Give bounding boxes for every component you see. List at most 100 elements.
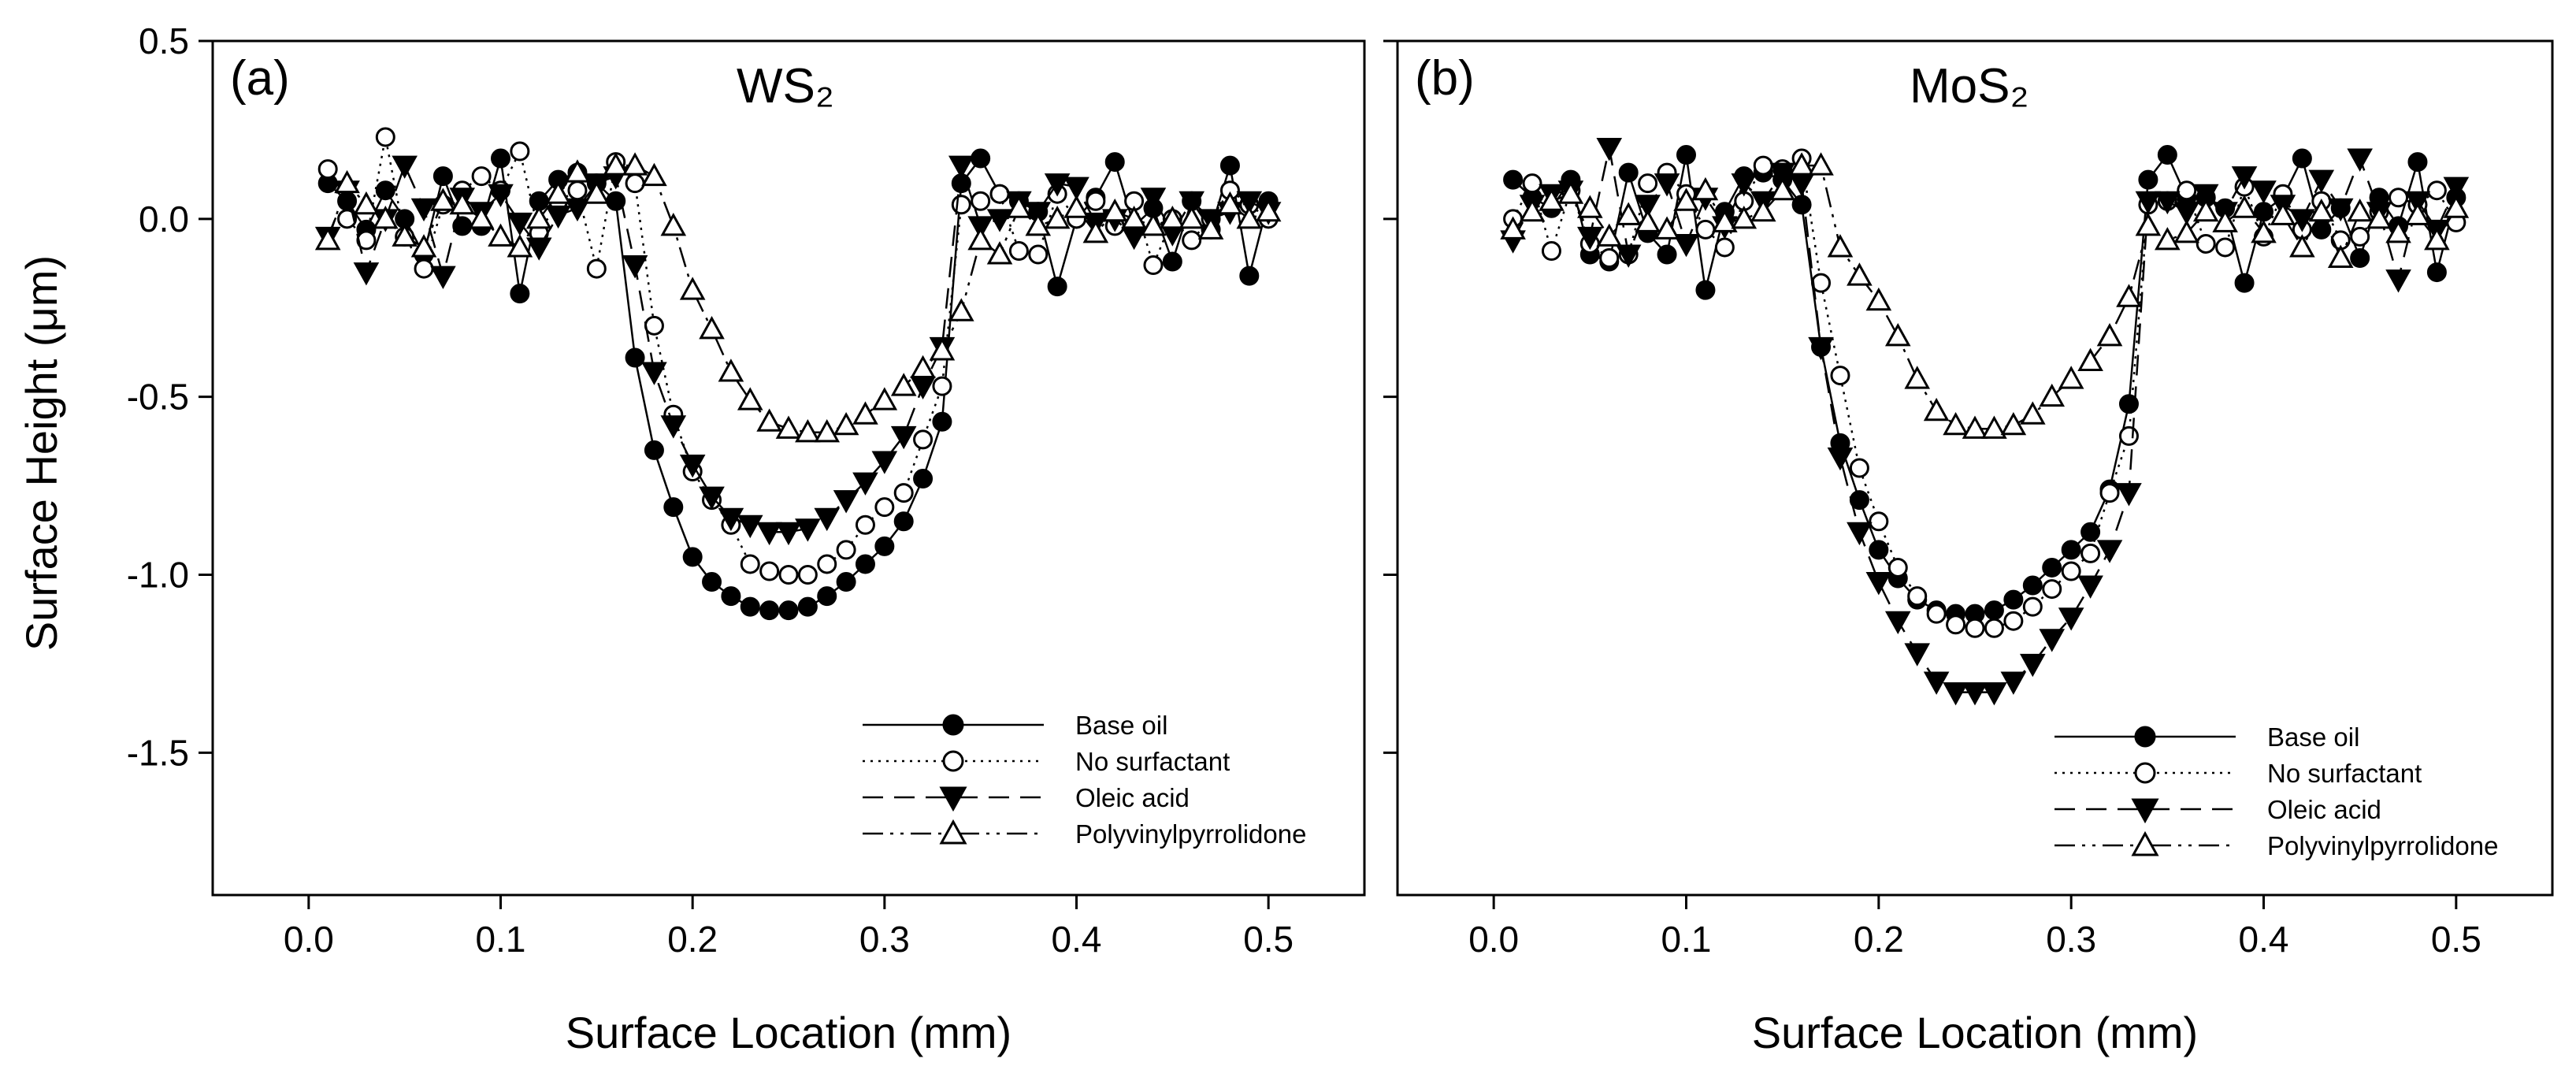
y-tick-label: -1.5 (127, 732, 189, 773)
data-point (2061, 540, 2081, 560)
data-point (1904, 643, 1930, 667)
data-point (1635, 195, 1661, 218)
data-point (913, 429, 934, 450)
data-point (1847, 262, 1873, 286)
data-point (836, 540, 856, 560)
data-point (1943, 682, 1969, 706)
data-point (2443, 195, 2470, 218)
data-point (1712, 209, 1738, 232)
data-point (491, 148, 510, 169)
data-point (948, 298, 974, 321)
data-point (449, 191, 476, 215)
x-tick-label: 0.2 (1854, 919, 1904, 960)
data-point (2289, 234, 2315, 258)
data-point (567, 180, 588, 201)
data-point (373, 205, 399, 229)
panel-title-b: MoS₂ (1910, 59, 2029, 113)
data-point (1160, 205, 1186, 229)
data-point (775, 522, 802, 546)
data-point (1811, 273, 1832, 293)
series-open-triangle-up-a (314, 152, 1282, 443)
legend-a: Base oil No surfactant Oleic acid Polyvinyl… (863, 711, 1306, 849)
data-point (2022, 575, 2043, 596)
data-point (2308, 198, 2335, 222)
y-tick-label: 0.5 (139, 20, 189, 61)
data-point (756, 408, 782, 432)
data-point (507, 234, 533, 258)
data-point (718, 507, 744, 532)
data-point (2000, 671, 2027, 695)
legend-label: Polyvinylpyrrolidone (2267, 831, 2498, 860)
data-point (584, 180, 610, 204)
data-point (2231, 195, 2258, 218)
data-point (1596, 223, 1623, 247)
data-point (1943, 411, 1969, 436)
panel-label-a: (a) (230, 51, 290, 106)
data-point (2077, 347, 2103, 371)
data-point (1907, 586, 1928, 607)
data-point (1714, 237, 1735, 258)
data-point (890, 425, 917, 450)
data-point (2270, 202, 2296, 225)
legend-label: No surfactant (2267, 759, 2422, 788)
data-point (625, 173, 645, 194)
data-point (2385, 269, 2411, 293)
data-point (1981, 682, 2007, 706)
data-point (1121, 226, 1147, 251)
legend-marker (2131, 798, 2159, 824)
data-point (890, 373, 917, 396)
data-point (375, 180, 395, 201)
x-tick-label: 0.0 (1468, 919, 1519, 960)
data-point (1500, 216, 1526, 240)
data-point (2003, 589, 2024, 610)
data-point (1923, 397, 1950, 422)
data-point (2061, 561, 2081, 581)
data-point (1926, 604, 1947, 624)
data-point (1047, 277, 1067, 297)
data-point (586, 258, 607, 279)
data-point (1865, 572, 1892, 596)
data-point (721, 586, 741, 607)
data-point (1654, 173, 1680, 197)
data-point (2116, 483, 2142, 507)
data-point (564, 198, 591, 222)
data-point (2212, 209, 2238, 232)
data-point (1676, 145, 1696, 165)
data-point (1239, 266, 1260, 286)
data-point (410, 234, 437, 258)
data-point (971, 191, 991, 211)
data-point (525, 237, 552, 261)
data-point (488, 184, 514, 208)
data-point (2077, 575, 2103, 599)
data-point (334, 169, 360, 194)
data-point (756, 522, 782, 546)
data-point (2000, 411, 2027, 436)
x-tick-label: 0.4 (2239, 919, 2289, 960)
data-point (1179, 205, 1204, 229)
data-point (353, 262, 380, 286)
data-point (1063, 195, 1089, 218)
data-point (1731, 205, 1758, 229)
data-point (951, 195, 971, 215)
data-point (2196, 233, 2216, 254)
data-point (948, 155, 974, 179)
data-point (1599, 248, 1620, 269)
data-point (2118, 425, 2139, 446)
data-point (1044, 173, 1071, 197)
data-point (2192, 184, 2219, 208)
data-point (2058, 366, 2084, 389)
data-point (1577, 226, 1603, 251)
x-tick-label: 0.5 (1243, 919, 1294, 960)
data-point (641, 162, 667, 187)
data-point (2058, 607, 2084, 631)
data-point (510, 141, 530, 162)
legend-b: Base oil No surfactant Oleic acid Polyvinyl… (2054, 722, 2498, 860)
data-point (718, 358, 744, 382)
data-point (1519, 198, 1546, 222)
data-point (1657, 244, 1677, 265)
data-point (1618, 162, 1639, 183)
data-point (430, 188, 456, 211)
data-point (2173, 202, 2200, 225)
y-axis-title: Surface Height (μm) (17, 255, 66, 651)
data-point (699, 486, 725, 510)
